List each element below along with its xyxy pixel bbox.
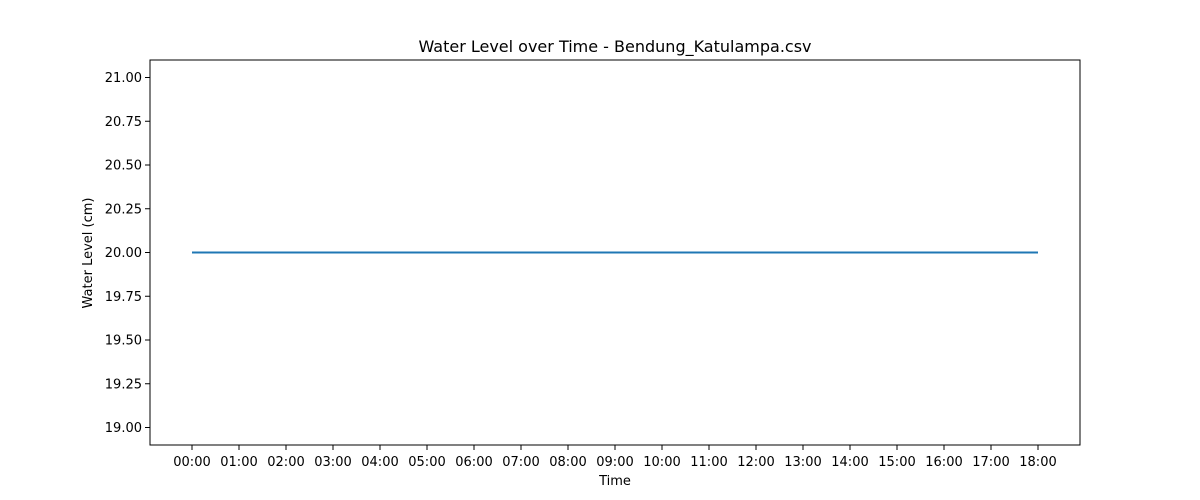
x-tick-label: 07:00: [502, 455, 539, 470]
x-tick-label: 03:00: [314, 455, 351, 470]
x-axis-label: Time: [598, 474, 631, 489]
x-tick-label: 11:00: [690, 455, 727, 470]
x-tick-label: 16:00: [925, 455, 962, 470]
chart-title: Water Level over Time - Bendung_Katulamp…: [418, 37, 811, 57]
y-tick-label: 21.00: [105, 71, 142, 86]
x-tick-label: 10:00: [643, 455, 680, 470]
y-tick-label: 20.00: [105, 246, 142, 261]
y-tick-label: 19.50: [105, 334, 142, 349]
x-tick-label: 08:00: [549, 455, 586, 470]
plot-frame: [149, 59, 1081, 446]
y-tick-label: 20.50: [105, 159, 142, 174]
y-tick-label: 19.25: [105, 377, 142, 392]
y-tick-label: 20.75: [105, 115, 142, 130]
y-tick-label: 19.00: [105, 421, 142, 436]
x-tick-label: 14:00: [831, 455, 868, 470]
y-axis: 19.00 19.25 19.50 19.75 20.00 20.25 20.50 20.75…: [105, 71, 150, 436]
y-tick-label: 20.25: [105, 202, 142, 217]
x-tick-label: 00:00: [173, 455, 210, 470]
x-tick-label: 15:00: [878, 455, 915, 470]
x-tick-label: 02:00: [267, 455, 304, 470]
x-tick-label: 01:00: [220, 455, 257, 470]
x-tick-label: 09:00: [596, 455, 633, 470]
x-tick-label: 18:00: [1019, 455, 1056, 470]
y-axis-label: Water Level (cm): [81, 198, 96, 309]
x-tick-label: 06:00: [455, 455, 492, 470]
x-tick-label: 13:00: [784, 455, 821, 470]
x-axis: 00:00 01:00 02:00 03:00 04:00 05:00 06:00 07:00…: [173, 445, 1057, 470]
x-tick-label: 17:00: [972, 455, 1009, 470]
x-tick-label: 04:00: [361, 455, 398, 470]
x-tick-label: 12:00: [737, 455, 774, 470]
x-tick-label: 05:00: [408, 455, 445, 470]
y-tick-label: 19.75: [105, 290, 142, 305]
